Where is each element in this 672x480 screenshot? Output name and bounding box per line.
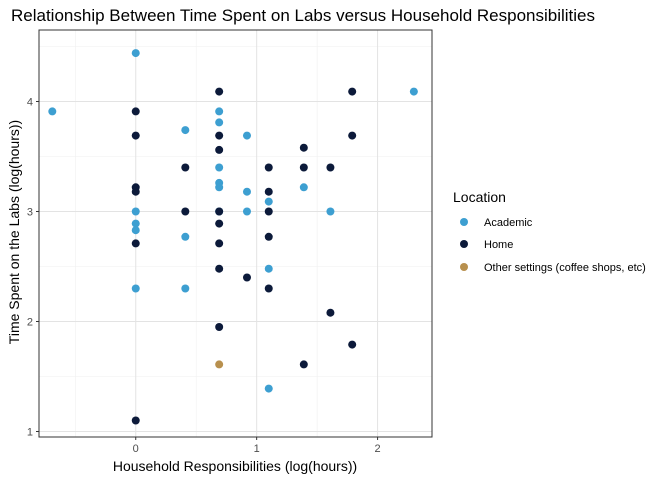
data-point — [264, 232, 273, 241]
data-point — [242, 207, 251, 216]
data-point — [215, 183, 224, 192]
data-point — [299, 183, 308, 192]
series-1 — [131, 87, 357, 425]
data-point — [215, 239, 224, 248]
data-point — [131, 239, 140, 248]
data-point — [264, 207, 273, 216]
legend-label-home: Home — [484, 239, 513, 251]
data-point — [348, 87, 357, 96]
data-point — [215, 131, 224, 140]
data-point — [131, 187, 140, 196]
data-point — [181, 232, 190, 241]
data-point — [264, 187, 273, 196]
x-tick-label: 0 — [133, 443, 139, 455]
legend-key-academic — [460, 218, 468, 226]
data-point — [181, 284, 190, 293]
data-point — [131, 219, 140, 228]
data-point — [181, 126, 190, 135]
series-2 — [215, 360, 224, 369]
legend: Location Academic Home Other settings (c… — [453, 189, 646, 274]
data-point — [348, 340, 357, 349]
data-point — [264, 384, 273, 393]
data-point — [215, 87, 224, 96]
data-point — [131, 49, 140, 58]
legend-key-home — [460, 240, 468, 248]
series-0 — [48, 49, 418, 393]
data-point — [131, 207, 140, 216]
y-axis-ticks: 1 2 3 4 — [27, 97, 39, 439]
data-point — [215, 360, 224, 369]
data-point — [326, 308, 335, 317]
y-tick-label: 4 — [27, 97, 33, 109]
data-point — [348, 131, 357, 140]
data-point — [242, 131, 251, 140]
data-point — [326, 207, 335, 216]
data-point — [215, 219, 224, 228]
data-point — [409, 87, 418, 96]
data-point — [242, 187, 251, 196]
x-axis-ticks: 0 1 2 — [133, 437, 381, 455]
legend-label-academic: Academic — [484, 217, 533, 229]
legend-key-other-settings — [460, 263, 468, 271]
legend-label-other-settings: Other settings (coffee shops, etc) — [484, 262, 646, 274]
x-axis-title: Household Responsibilities (log(hours)) — [113, 458, 357, 474]
data-point — [264, 264, 273, 273]
y-axis-title: Time Spent on the Labs (log(hours)) — [6, 120, 22, 344]
data-point — [215, 264, 224, 273]
x-tick-label: 2 — [375, 443, 381, 455]
data-point — [242, 273, 251, 282]
data-point — [131, 226, 140, 235]
data-point — [215, 145, 224, 154]
panel-border — [38, 29, 433, 438]
plot-panel — [38, 29, 433, 438]
data-point — [181, 207, 190, 216]
data-point — [131, 416, 140, 425]
data-point — [131, 131, 140, 140]
data-point — [299, 163, 308, 172]
data-point — [264, 163, 273, 172]
data-point — [264, 197, 273, 206]
data-point — [131, 284, 140, 293]
y-tick-label: 2 — [27, 317, 33, 329]
data-point — [215, 323, 224, 331]
legend-title: Location — [453, 189, 506, 205]
y-tick-label: 3 — [27, 207, 33, 219]
data-point — [215, 118, 224, 127]
data-point — [131, 107, 140, 116]
data-point — [215, 163, 224, 172]
data-point — [48, 107, 57, 116]
chart-title: Relationship Between Time Spent on Labs … — [11, 6, 595, 25]
x-tick-label: 1 — [254, 443, 260, 455]
data-point — [299, 360, 308, 369]
data-point — [264, 284, 273, 293]
data-point — [215, 107, 224, 116]
data-point — [299, 143, 308, 152]
data-point — [181, 163, 190, 172]
y-tick-label: 1 — [27, 427, 33, 439]
data-point — [326, 163, 335, 172]
data-point — [215, 207, 224, 216]
